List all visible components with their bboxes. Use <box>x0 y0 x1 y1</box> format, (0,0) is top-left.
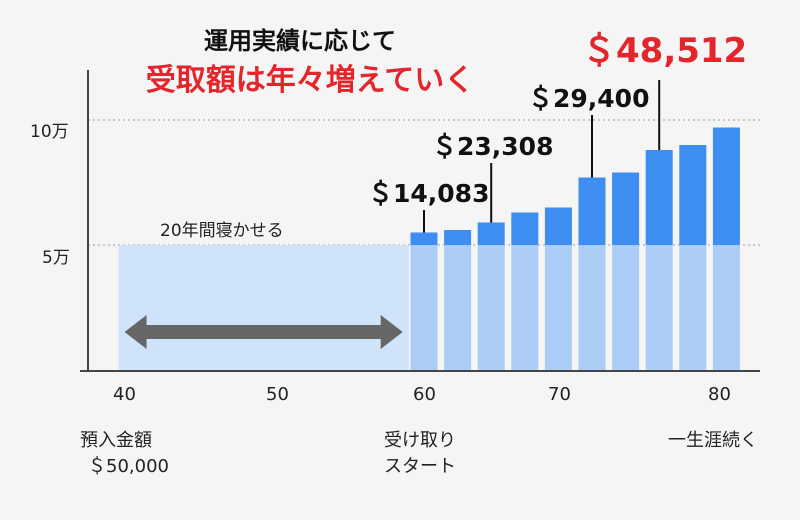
bar-top-6 <box>612 172 640 245</box>
bar-base-9 <box>712 245 740 370</box>
x-tick-label-60: 60 <box>413 384 436 405</box>
bar-base-0 <box>410 245 438 370</box>
x-tick-label-80: 80 <box>708 384 731 405</box>
bar-top-9 <box>712 127 740 245</box>
bar-top-3 <box>511 212 539 245</box>
waiting-arrow-shaft <box>142 325 385 339</box>
receive-start-line2: スタート <box>384 456 456 478</box>
receive-start-line1: 受け取り <box>384 430 456 451</box>
waiting-arrow-left-head <box>124 315 147 349</box>
bar-top-1 <box>444 230 472 245</box>
waiting-period-label: 20年間寝かせる <box>160 221 284 241</box>
bar-top-5 <box>578 177 606 245</box>
bar-top-0 <box>410 232 438 245</box>
value-label-highlight: ＄48,512 <box>582 31 748 71</box>
bar-base-7 <box>645 245 673 370</box>
x-tick-label-70: 70 <box>548 384 571 405</box>
lifetime-caption: 一生涯続く <box>668 430 758 451</box>
value-label-age71: ＄29,400 <box>528 84 650 113</box>
bar-base-4 <box>544 245 572 370</box>
x-tick-label-40: 40 <box>113 384 136 405</box>
y-tick-label-5man: 5万 <box>42 248 70 268</box>
bar-top-4 <box>544 207 572 245</box>
bar-top-2 <box>477 222 505 245</box>
value-label-age60: ＄14,083 <box>368 179 490 208</box>
chart-title: 運用実績に応じて <box>204 27 396 55</box>
x-tick-label-50: 50 <box>266 384 289 405</box>
waiting-period-area <box>118 245 409 370</box>
bar-top-7 <box>645 150 673 245</box>
deposit-amount: ＄50,000 <box>88 456 169 478</box>
bar-base-5 <box>578 245 606 370</box>
deposit-caption: 預入金額 ＄50,000 <box>80 428 169 480</box>
bar-base-8 <box>679 245 707 370</box>
bar-top-8 <box>679 145 707 245</box>
waiting-arrow-right-head <box>380 315 403 349</box>
bar-base-2 <box>477 245 505 370</box>
chart-subtitle: 受取額は年々増えていく <box>145 63 475 98</box>
bar-base-6 <box>612 245 640 370</box>
bar-base-3 <box>511 245 539 370</box>
y-tick-label-10man: 10万 <box>30 122 69 142</box>
deposit-caption-line1: 預入金額 <box>80 430 152 451</box>
bar-base-1 <box>444 245 472 370</box>
value-label-age64: ＄23,308 <box>432 132 554 161</box>
receive-start-caption: 受け取り スタート <box>384 428 456 480</box>
